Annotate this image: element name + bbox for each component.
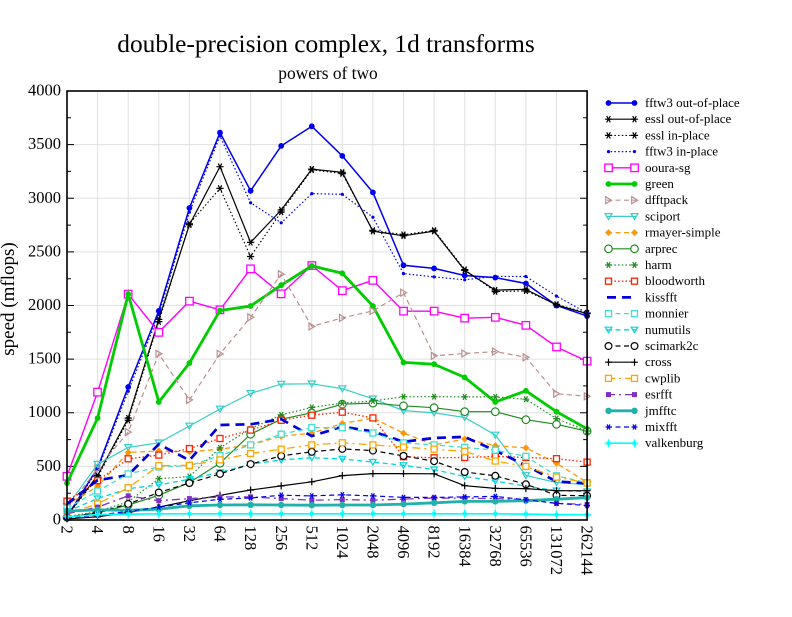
svg-text:131072: 131072: [547, 526, 566, 576]
svg-text:dfftpack: dfftpack: [645, 192, 689, 207]
svg-text:bloodworth: bloodworth: [645, 273, 705, 288]
svg-text:4: 4: [88, 526, 107, 534]
svg-text:2: 2: [58, 526, 77, 534]
svg-text:mixfft: mixfft: [645, 419, 678, 434]
svg-text:4096: 4096: [394, 526, 413, 559]
svg-text:128: 128: [241, 526, 260, 551]
svg-text:kissfft: kissfft: [645, 289, 678, 304]
svg-text:32768: 32768: [486, 526, 505, 567]
svg-text:16384: 16384: [455, 526, 474, 567]
svg-text:numutils: numutils: [645, 322, 691, 337]
svg-text:fftw3 in-place: fftw3 in-place: [645, 144, 718, 159]
svg-text:8: 8: [119, 526, 138, 534]
svg-text:16: 16: [149, 526, 168, 543]
svg-text:64: 64: [211, 526, 230, 543]
svg-text:arprec: arprec: [645, 241, 678, 256]
svg-text:esrfft: esrfft: [645, 387, 673, 402]
svg-text:fftw3 out-of-place: fftw3 out-of-place: [645, 95, 740, 110]
svg-text:256: 256: [272, 526, 291, 551]
svg-text:valkenburg: valkenburg: [645, 435, 704, 450]
svg-text:monnier: monnier: [645, 306, 689, 321]
svg-text:4000: 4000: [28, 81, 61, 100]
svg-text:0: 0: [53, 510, 61, 529]
svg-text:2500: 2500: [28, 241, 61, 260]
svg-text:1500: 1500: [28, 349, 61, 368]
svg-text:rmayer-simple: rmayer-simple: [645, 225, 721, 240]
svg-text:512: 512: [302, 526, 321, 551]
svg-text:scimark2c: scimark2c: [645, 338, 699, 353]
svg-text:green: green: [645, 176, 674, 191]
svg-text:65536: 65536: [517, 526, 536, 567]
svg-text:1024: 1024: [333, 526, 352, 559]
svg-text:sciport: sciport: [645, 208, 681, 223]
svg-text:speed (mflops): speed (mflops): [0, 242, 19, 355]
svg-text:8192: 8192: [425, 526, 444, 559]
svg-text:1000: 1000: [28, 402, 61, 421]
svg-text:ooura-sg: ooura-sg: [645, 160, 691, 175]
svg-text:essl in-place: essl in-place: [645, 127, 710, 142]
svg-text:3000: 3000: [28, 188, 61, 207]
svg-text:jmfftc: jmfftc: [644, 403, 677, 418]
svg-text:essl out-of-place: essl out-of-place: [645, 111, 732, 126]
svg-text:500: 500: [36, 456, 61, 475]
svg-text:32: 32: [180, 526, 199, 543]
svg-text:powers of two: powers of two: [278, 63, 378, 83]
svg-text:3500: 3500: [28, 134, 61, 153]
svg-text:2000: 2000: [28, 295, 61, 314]
svg-text:cwplib: cwplib: [645, 370, 680, 385]
svg-text:2048: 2048: [364, 526, 383, 559]
svg-text:harm: harm: [645, 257, 672, 272]
svg-text:cross: cross: [645, 354, 672, 369]
svg-text:262144: 262144: [578, 526, 597, 576]
svg-text:double-precision complex, 1d t: double-precision complex, 1d transforms: [117, 30, 534, 58]
